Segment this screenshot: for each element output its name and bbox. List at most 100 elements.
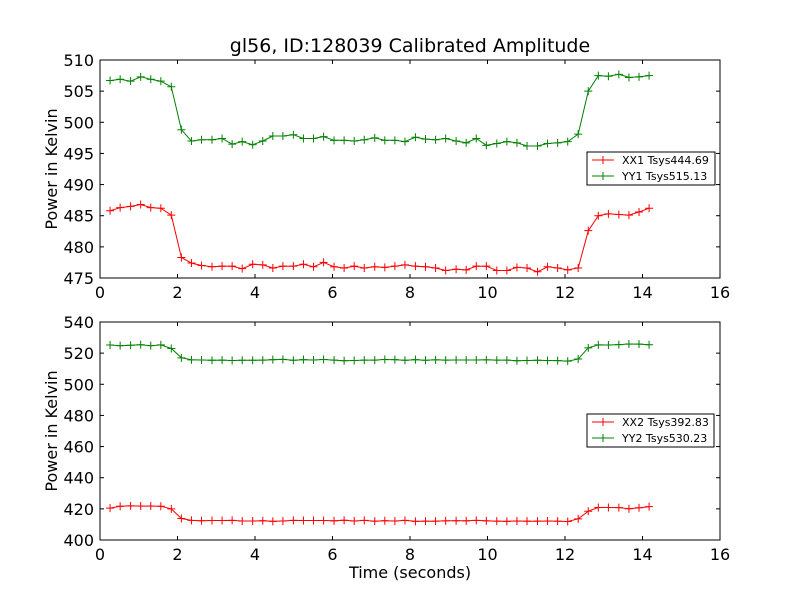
data-point [523, 141, 532, 150]
data-point [289, 130, 298, 139]
data-point [400, 137, 409, 146]
data-point [218, 516, 227, 525]
data-point [533, 356, 542, 365]
data-point [492, 517, 501, 526]
x-tick-label: 12 [555, 283, 575, 302]
data-point [268, 517, 277, 526]
data-point [482, 355, 491, 364]
data-point [462, 265, 471, 274]
data-point [482, 262, 491, 271]
y-tick-label: 505 [63, 82, 94, 101]
data-point [360, 356, 369, 365]
y-tick-label: 480 [63, 406, 94, 425]
data-point [370, 133, 379, 142]
data-point [350, 136, 359, 145]
data-point [584, 507, 593, 516]
legend-marker [599, 156, 607, 164]
data-point [370, 517, 379, 526]
data-point [492, 266, 501, 275]
data-point [390, 517, 399, 526]
data-point [604, 503, 613, 512]
data-point [645, 340, 654, 349]
data-point [584, 87, 593, 96]
y-tick-label: 500 [63, 113, 94, 132]
data-point [146, 75, 155, 84]
chart-title: gl56, ID:128039 Calibrated Amplitude [230, 35, 590, 57]
data-point [177, 125, 186, 134]
data-point [238, 517, 247, 526]
data-point [319, 355, 328, 364]
data-point [207, 262, 216, 271]
data-point [177, 514, 186, 523]
data-point [492, 139, 501, 148]
data-point [574, 264, 583, 273]
data-point [197, 516, 206, 525]
legend-marker [599, 418, 607, 426]
data-point [380, 355, 389, 364]
y-axis-label: Power in Kelvin [42, 370, 61, 491]
data-point [248, 140, 257, 149]
data-point [441, 516, 450, 525]
data-point [370, 262, 379, 271]
x-tick-label: 2 [172, 545, 182, 564]
data-point [635, 72, 644, 81]
data-point [563, 265, 572, 274]
data-point [228, 356, 237, 365]
data-point [197, 355, 206, 364]
legend-label: XX1 Tsys444.69 [622, 154, 709, 167]
legend-box [586, 151, 716, 186]
data-point [248, 517, 257, 526]
data-point [146, 341, 155, 350]
x-tick-label: 16 [710, 283, 730, 302]
data-point [360, 264, 369, 273]
data-point [116, 75, 125, 84]
data-point [411, 517, 420, 526]
data-point [330, 136, 339, 145]
data-point [268, 264, 277, 273]
data-point [441, 266, 450, 275]
y-tick-label: 490 [63, 176, 94, 195]
data-point [594, 503, 603, 512]
data-point [228, 516, 237, 525]
data-point [299, 516, 308, 525]
data-point [512, 263, 521, 272]
data-point [156, 502, 165, 511]
data-point [187, 259, 196, 268]
y-tick-label: 420 [63, 500, 94, 519]
data-point [268, 355, 277, 364]
data-point [553, 356, 562, 365]
data-point [624, 211, 633, 220]
data-point [543, 356, 552, 365]
data-point [635, 340, 644, 349]
data-point [411, 133, 420, 142]
data-point [146, 203, 155, 212]
data-point [472, 262, 481, 271]
y-tick-label: 520 [63, 344, 94, 363]
data-point [523, 356, 532, 365]
x-tick-label: 8 [405, 545, 415, 564]
data-point [594, 71, 603, 80]
x-tick-label: 0 [95, 283, 105, 302]
data-point [533, 517, 542, 526]
y-tick-label: 495 [63, 144, 94, 163]
data-point [218, 262, 227, 271]
data-point [187, 516, 196, 525]
data-point [106, 206, 115, 215]
data-point [553, 517, 562, 526]
data-point [258, 136, 267, 145]
data-point [218, 134, 227, 143]
data-point [645, 204, 654, 213]
data-point [309, 134, 318, 143]
data-point [624, 73, 633, 82]
data-point [553, 264, 562, 273]
data-point [309, 262, 318, 271]
data-point [278, 131, 287, 140]
data-point [502, 266, 511, 275]
data-point [421, 517, 430, 526]
data-point [574, 130, 583, 139]
data-point [167, 344, 176, 353]
data-point [146, 502, 155, 511]
data-point [156, 340, 165, 349]
data-point [299, 355, 308, 364]
